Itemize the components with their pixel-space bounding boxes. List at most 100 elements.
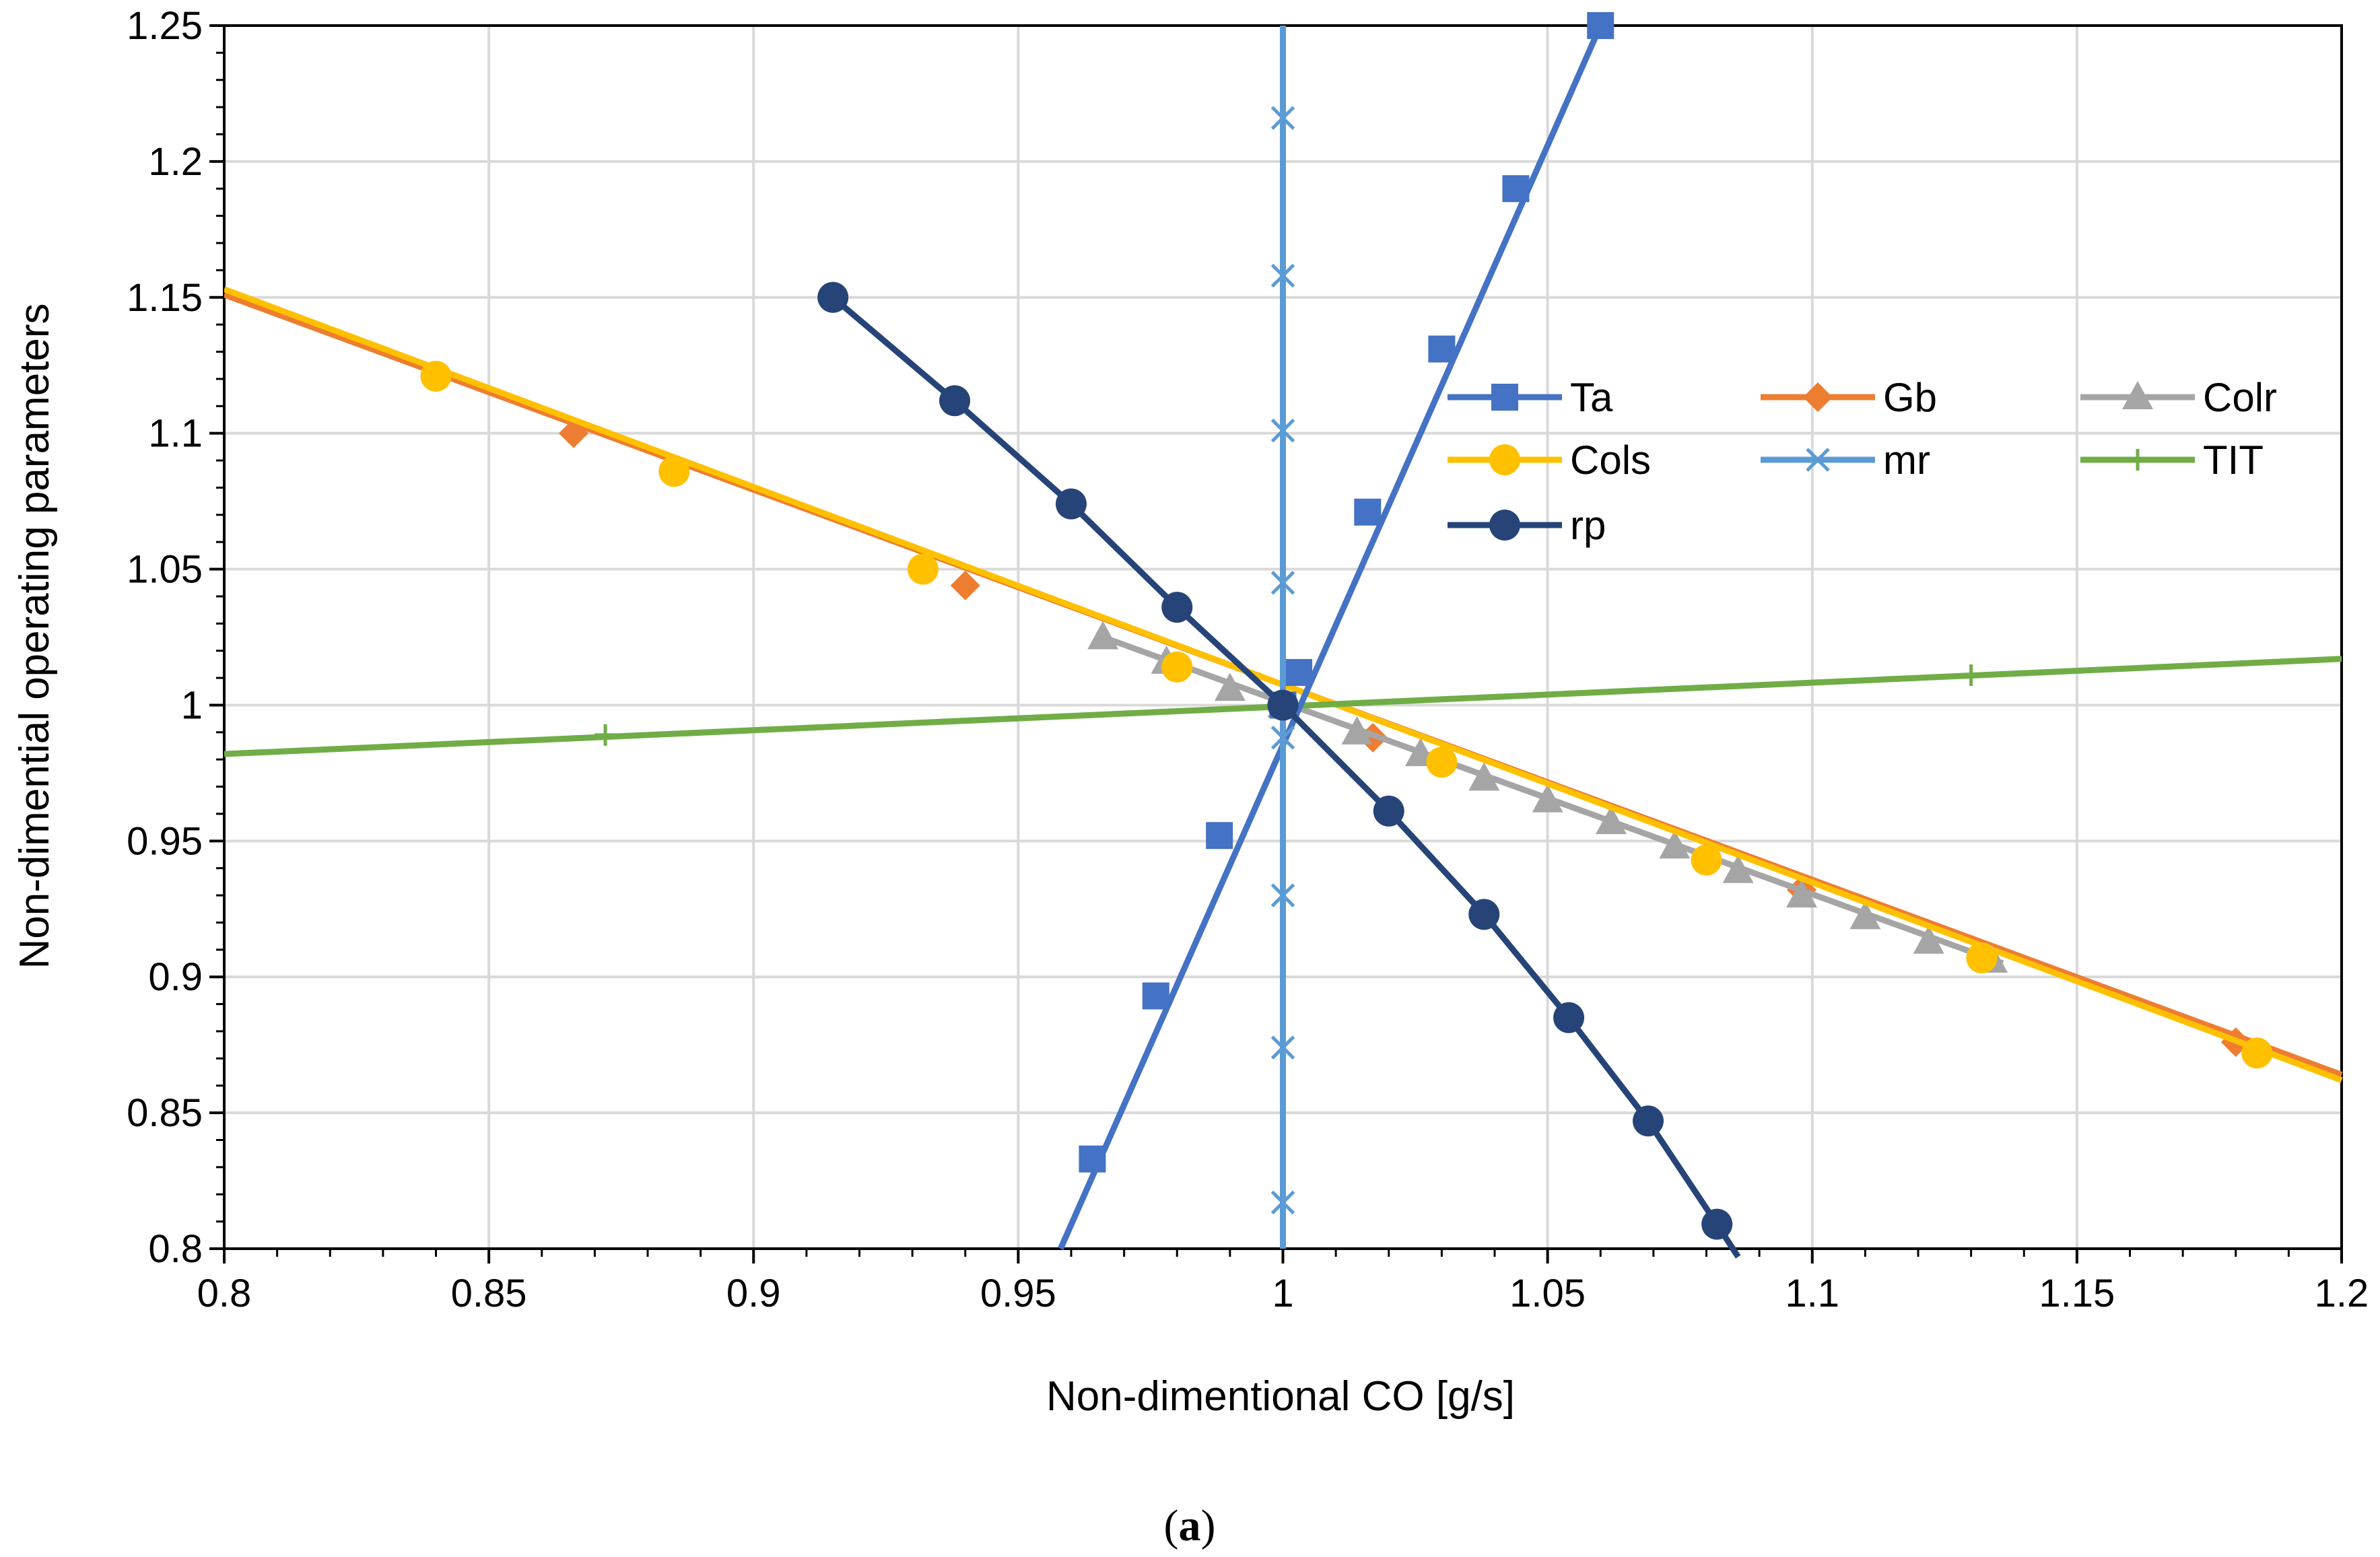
series-cols-point bbox=[420, 360, 452, 392]
series-colr-point bbox=[1849, 901, 1881, 930]
series-rp-point bbox=[1056, 488, 1087, 520]
series-rp bbox=[817, 281, 1741, 1259]
series-cols-point bbox=[907, 553, 939, 585]
legend-swatch-marker bbox=[2127, 449, 2148, 471]
series-mr-point bbox=[1270, 726, 1295, 750]
series-cols-point bbox=[1426, 747, 1458, 778]
series-colr-point bbox=[1468, 762, 1500, 791]
series-mr-point bbox=[1270, 1190, 1295, 1215]
series-colr-point bbox=[1722, 854, 1754, 883]
legend-item-tit: TIT bbox=[2080, 438, 2264, 483]
series-mr-point bbox=[1270, 570, 1295, 595]
series-cols-point bbox=[1161, 651, 1193, 683]
legend-item-rp: rp bbox=[1448, 503, 1606, 548]
series-mr-point bbox=[1270, 883, 1295, 907]
series-ta-point bbox=[1285, 658, 1313, 686]
series-cols-point bbox=[1691, 844, 1722, 876]
series-rp-point bbox=[1267, 689, 1299, 721]
y-tick-label: 1.15 bbox=[127, 276, 203, 320]
series-rp-point bbox=[1161, 592, 1193, 623]
series-colr-point bbox=[1659, 830, 1691, 859]
series-colr-point bbox=[1532, 784, 1563, 812]
series-mr-point bbox=[1270, 418, 1295, 443]
series-tit-point bbox=[594, 724, 617, 746]
series-colr-point bbox=[1595, 806, 1627, 835]
legend-label: Gb bbox=[1883, 375, 1937, 420]
series-ta-point bbox=[1502, 175, 1530, 203]
series-mr bbox=[1270, 26, 1295, 1249]
x-tick-label: 0.9 bbox=[726, 1272, 781, 1315]
x-tick-label: 1.05 bbox=[1509, 1272, 1586, 1315]
series-tit-point bbox=[1960, 664, 1982, 687]
y-tick-label: 1.1 bbox=[148, 412, 203, 456]
series-rp-point bbox=[1468, 899, 1500, 930]
series-cols-point bbox=[2241, 1037, 2273, 1069]
y-tick-label: 0.95 bbox=[127, 819, 203, 863]
series-colr-point bbox=[1214, 672, 1246, 701]
legend-label: rp bbox=[1570, 503, 1606, 548]
legend-swatch-marker bbox=[1803, 382, 1833, 412]
series-rp-point bbox=[817, 281, 849, 313]
caption-letter: a bbox=[1179, 1501, 1201, 1550]
series-colr-point bbox=[1087, 621, 1119, 650]
legend-item-cols: Cols bbox=[1448, 438, 1651, 483]
legend-item-mr: mr bbox=[1761, 438, 1930, 483]
series-mr-point bbox=[1270, 1035, 1295, 1060]
y-tick-label: 1.25 bbox=[127, 4, 203, 48]
y-axis-title: Non-dimential operating parameters bbox=[11, 303, 58, 969]
legend-label: mr bbox=[1883, 438, 1930, 483]
caption-open: ( bbox=[1164, 1501, 1179, 1550]
legend-item-ta: Ta bbox=[1448, 375, 1613, 420]
legend-label: Ta bbox=[1570, 375, 1613, 420]
x-tick-label: 1 bbox=[1272, 1272, 1293, 1315]
series-ta-point bbox=[1354, 498, 1382, 526]
y-tick-label: 1.2 bbox=[148, 140, 203, 184]
y-tick-label: 0.85 bbox=[127, 1091, 203, 1135]
legend-label: TIT bbox=[2203, 438, 2264, 483]
series-colr-point bbox=[1341, 716, 1373, 745]
series-rp-point bbox=[1633, 1105, 1664, 1137]
figure-caption: (a) bbox=[1164, 1501, 1216, 1550]
legend-swatch-marker bbox=[1806, 448, 1830, 472]
series-colr-point bbox=[1913, 925, 1944, 954]
series-colr-point bbox=[1786, 879, 1818, 908]
series-ta-point bbox=[1142, 982, 1169, 1010]
series-rp-point bbox=[1373, 795, 1404, 827]
series-gb-point bbox=[950, 570, 980, 600]
legend-swatch-marker bbox=[1489, 510, 1520, 541]
series-ta-point bbox=[1206, 822, 1233, 850]
series-rp-point bbox=[1553, 1002, 1585, 1033]
series-mr-point bbox=[1270, 106, 1295, 131]
y-tick-label: 0.9 bbox=[148, 955, 203, 999]
legend-label: Colr bbox=[2203, 375, 2277, 420]
x-axis-title: Non-dimentional CO [g/s] bbox=[1046, 1373, 1515, 1420]
x-tick-label: 0.85 bbox=[451, 1272, 527, 1315]
legend-item-gb: Gb bbox=[1761, 375, 1937, 420]
series-rp-point bbox=[1701, 1208, 1733, 1240]
series-rp-point bbox=[939, 385, 971, 417]
legend: Ta Gb Colr Cols mr TIT rp bbox=[1448, 375, 2277, 548]
series-ta-point bbox=[1079, 1145, 1106, 1173]
series-cols-point bbox=[1966, 942, 1998, 973]
y-tick-label: 1.05 bbox=[127, 548, 203, 592]
x-tick-label: 1.1 bbox=[1785, 1272, 1839, 1315]
legend-item-colr: Colr bbox=[2080, 375, 2277, 420]
series-ta-line bbox=[1058, 24, 1604, 1250]
series-ta-point bbox=[1428, 335, 1456, 363]
series-cols-point bbox=[658, 456, 690, 487]
legend-label: Cols bbox=[1570, 438, 1651, 483]
series-layer bbox=[224, 12, 2343, 1259]
x-tick-label: 0.95 bbox=[980, 1272, 1056, 1315]
legend-swatch-marker bbox=[1489, 444, 1520, 475]
legend-swatch-marker bbox=[1491, 384, 1518, 411]
y-tick-label: 1 bbox=[181, 683, 203, 727]
x-tick-label: 0.8 bbox=[197, 1272, 252, 1315]
axes: 0.8 0.85 0.9 0.95 1 1.05 1.1 1.15 1.2 0.8 0.85 0.9 0… bbox=[127, 4, 2369, 1315]
series-mr-point bbox=[1270, 263, 1295, 288]
x-tick-label: 1.2 bbox=[2315, 1272, 2369, 1315]
series-ta-point bbox=[1587, 12, 1614, 39]
y-tick-label: 0.8 bbox=[148, 1227, 203, 1271]
x-tick-label: 1.15 bbox=[2039, 1272, 2115, 1315]
